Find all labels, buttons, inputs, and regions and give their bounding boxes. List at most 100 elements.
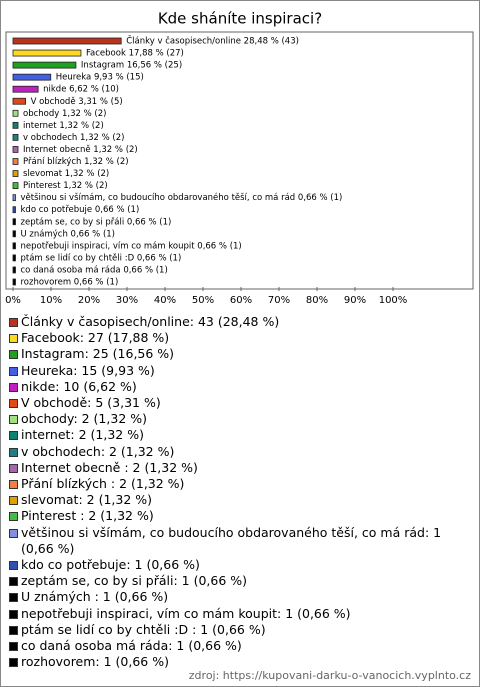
legend-swatch <box>9 431 18 441</box>
bar <box>12 194 16 202</box>
x-tick-label: 60% <box>230 295 252 306</box>
bar-label: Pinterest 1,32 % (2) <box>23 181 108 191</box>
x-tick-label: 10% <box>40 295 62 306</box>
legend-label: obchody: 2 (1,32 %) <box>21 411 147 427</box>
bar <box>12 133 19 141</box>
legend-label: Pinterest : 2 (1,32 %) <box>21 508 154 524</box>
legend-label: Instagram: 25 (16,56 %) <box>21 346 175 362</box>
bar <box>12 121 19 129</box>
bar-label: zeptám se, co by si přáli 0,66 % (1) <box>21 217 172 227</box>
x-tick-label: 0% <box>5 295 21 306</box>
legend-item: v obchodech: 2 (1,32 %) <box>9 444 471 460</box>
legend-item: Přání blízkých : 2 (1,32 %) <box>9 476 471 492</box>
legend-label: Internet obecně : 2 (1,32 %) <box>21 459 198 475</box>
legend-swatch <box>9 642 18 652</box>
legend-swatch <box>9 658 18 668</box>
bar-label: V obchodě 3,31 % (5) <box>31 97 123 107</box>
bar-label: co daná osoba má ráda 0,66 % (1) <box>21 265 168 275</box>
legend-label: nikde: 10 (6,62 %) <box>21 378 137 394</box>
bar <box>12 146 19 153</box>
bar <box>12 73 52 81</box>
legend-label: zeptám se, co by si přáli: 1 (0,66 %) <box>21 573 248 589</box>
x-tick-label: 100% <box>379 295 408 306</box>
chart: Kde sháníte inspiraci? 0% 10% 20% 30% 40% 50%… <box>5 10 474 306</box>
legend-swatch <box>9 415 18 425</box>
legend-label: U známých : 1 (0,66 %) <box>21 589 169 605</box>
legend-label: nepotřebuji inspiraci, vím co mám koupit… <box>21 605 351 621</box>
legend-item: Internet obecně : 2 (1,32 %) <box>9 460 471 476</box>
bar <box>12 230 16 238</box>
bar <box>12 278 16 286</box>
bar-label: rozhovorem 0,66 % (1) <box>21 278 119 288</box>
bar <box>12 158 19 165</box>
bar <box>12 170 19 177</box>
legend-label: rozhovorem: 1 (0,66 %) <box>21 654 169 670</box>
x-tick-label: 40% <box>154 295 176 306</box>
legend-swatch <box>9 609 18 619</box>
legend-swatch <box>9 593 18 603</box>
bar <box>12 242 16 250</box>
bar-label: v obchodech 1,32 % (2) <box>23 133 124 143</box>
bar-label: kdo co potřebuje 0,66 % (1) <box>21 205 140 215</box>
bar-label: obchody 1,32 % (2) <box>23 109 106 119</box>
legend: Články v časopisech/online: 43 (28,48 %)… <box>9 314 471 670</box>
bar <box>12 218 16 226</box>
bar-label: Heureka 9,93 % (15) <box>56 73 144 83</box>
legend-item: obchody: 2 (1,32 %) <box>9 411 471 427</box>
legend-swatch <box>9 496 18 506</box>
legend-swatch <box>9 463 18 473</box>
legend-label: V obchodě: 5 (3,31 %) <box>21 395 161 411</box>
x-tick-label: 70% <box>268 295 290 306</box>
bar-label: ptám se lidí co by chtěli :D 0,66 % (1) <box>21 253 182 263</box>
legend-item: Články v časopisech/online: 43 (28,48 %) <box>9 314 471 330</box>
bar <box>12 37 122 45</box>
legend-item: nikde: 10 (6,62 %) <box>9 379 471 395</box>
bar-label: většinou si všímám, co budoucího obdarov… <box>21 192 343 203</box>
bar-label: Instagram 16,56 % (25) <box>81 61 182 71</box>
bar-label: Facebook 17,88 % (27) <box>86 49 184 59</box>
legend-label: Články v časopisech/online: 43 (28,48 %) <box>21 314 280 329</box>
bar <box>12 61 77 69</box>
legend-swatch <box>9 334 18 344</box>
source: zdroj: https://kupovani-darku-o-vanocich… <box>188 669 471 682</box>
legend-label: Heureka: 15 (9,93 %) <box>21 362 155 378</box>
bar-label: internet 1,32 % (2) <box>23 121 104 131</box>
legend-item: V obchodě: 5 (3,31 %) <box>9 395 471 411</box>
legend-swatch <box>9 577 18 587</box>
legend-item: slevomat: 2 (1,32 %) <box>9 492 471 508</box>
bar <box>12 85 39 93</box>
bar <box>12 109 19 117</box>
bar <box>12 49 82 57</box>
legend-swatch <box>9 318 18 327</box>
legend-swatch <box>9 625 18 635</box>
plot-frame <box>5 31 474 290</box>
legend-swatch <box>9 350 18 360</box>
legend-swatch <box>9 382 18 392</box>
legend-label: internet: 2 (1,32 %) <box>21 427 144 443</box>
legend-swatch <box>9 528 18 538</box>
bar-label: nikde 6,62 % (10) <box>43 85 119 95</box>
bar-label: U známých 0,66 % (1) <box>21 229 116 239</box>
bar-label: slevomat 1,32 % (2) <box>23 169 109 179</box>
legend-item: kdo co potřebuje: 1 (0,66 %) <box>9 557 471 573</box>
x-tick-label: 90% <box>344 295 366 306</box>
legend-item: rozhovorem: 1 (0,66 %) <box>9 654 471 670</box>
legend-label: většinou si všímám, co budoucího obdarov… <box>21 524 442 556</box>
legend-item: internet: 2 (1,32 %) <box>9 427 471 443</box>
bar-label: nepotřebuji inspiraci, vím co mám koupit… <box>21 241 242 251</box>
legend-swatch <box>9 480 18 490</box>
bar-label: Přání blízkých 1,32 % (2) <box>23 157 129 167</box>
x-tick-label: 30% <box>116 295 138 306</box>
bar <box>12 97 26 105</box>
legend-label: co daná osoba má ráda: 1 (0,66 %) <box>21 638 242 654</box>
legend-item: nepotřebuji inspiraci, vím co mám koupit… <box>9 606 471 622</box>
legend-swatch <box>9 366 18 376</box>
legend-swatch <box>9 561 18 571</box>
legend-label: slevomat: 2 (1,32 %) <box>21 492 153 508</box>
bar-label: Internet obecně 1,32 % (2) <box>23 145 138 155</box>
x-tick-label: 80% <box>306 295 328 306</box>
legend-item: většinou si všímám, co budoucího obdarov… <box>9 525 471 557</box>
legend-item: co daná osoba má ráda: 1 (0,66 %) <box>9 638 471 654</box>
legend-label: kdo co potřebuje: 1 (0,66 %) <box>21 557 200 573</box>
legend-label: ptám se lidí co by chtěli :D : 1 (0,66 %… <box>21 621 266 637</box>
